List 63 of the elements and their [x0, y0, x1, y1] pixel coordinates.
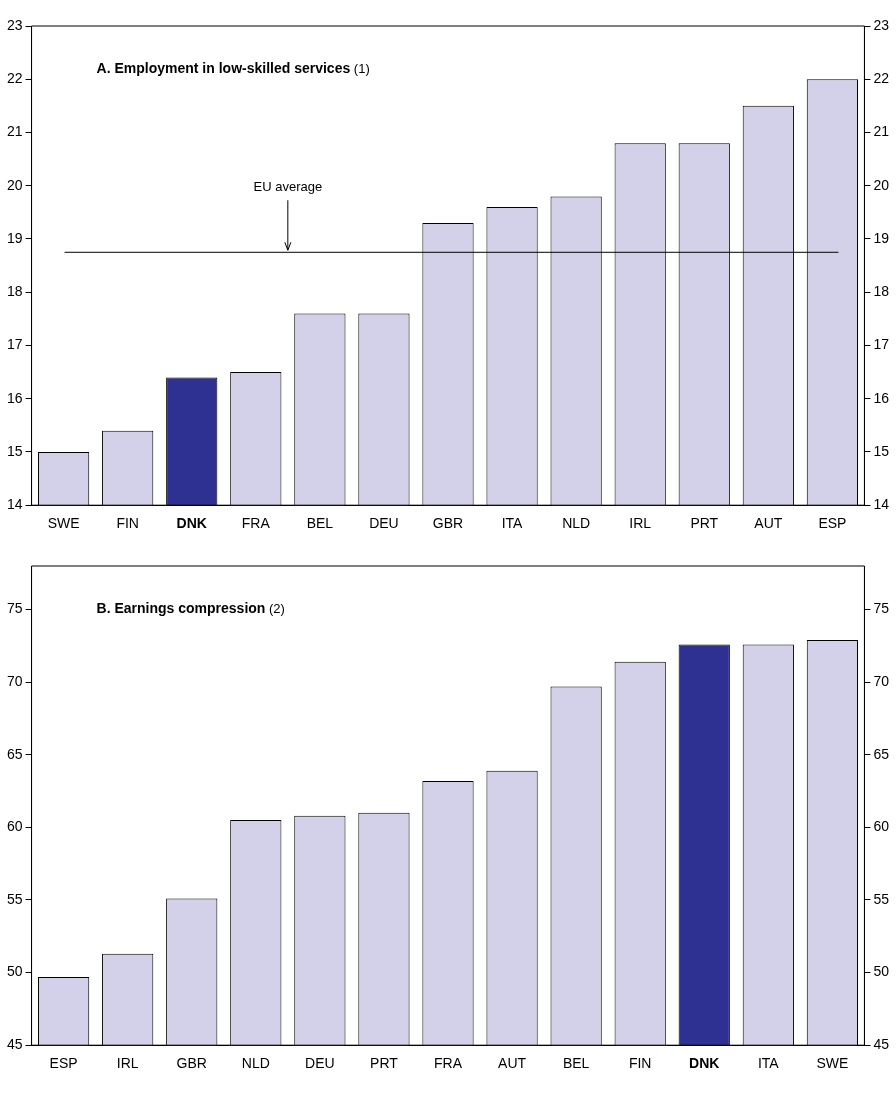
x-tick-label: GBR — [432, 515, 464, 532]
x-tick-label: ITA — [501, 515, 524, 532]
x-tick-label: FIN — [116, 515, 139, 532]
y2-tick-label: 14 — [873, 496, 890, 513]
y-tick-label: 15 — [6, 442, 23, 459]
y-tick-label: 20 — [6, 176, 23, 193]
y2-tick-label: 55 — [873, 890, 890, 907]
x-tick-label: BEL — [306, 515, 334, 532]
x-tick-label: PRT — [370, 1055, 399, 1072]
x-tick-label: NLD — [241, 1055, 270, 1072]
y2-tick-label: 60 — [873, 818, 890, 835]
x-tick-label: DNK — [176, 515, 207, 532]
y-tick-label: 75 — [6, 600, 23, 617]
x-tick-label: ITA — [757, 1055, 780, 1072]
y2-tick-label: 16 — [873, 389, 890, 406]
ref-line-label: EU average — [253, 178, 323, 194]
y2-tick-label: 75 — [873, 600, 890, 617]
y-tick-label: 60 — [6, 818, 23, 835]
y-tick-label: 14 — [6, 496, 23, 513]
x-tick-label: DNK — [689, 1055, 720, 1072]
y-tick-label: 18 — [6, 283, 23, 300]
y-tick-label: 65 — [6, 745, 23, 762]
x-tick-label: PRT — [690, 515, 719, 532]
y-tick-label: 19 — [6, 229, 23, 246]
x-tick-label: SWE — [47, 515, 80, 532]
y-tick-label: 23 — [6, 16, 23, 33]
y-tick-label: 21 — [6, 123, 23, 140]
y2-tick-label: 23 — [873, 16, 890, 33]
x-tick-label: NLD — [562, 515, 591, 532]
x-tick-label: GBR — [176, 1055, 207, 1072]
x-tick-label: IRL — [629, 515, 652, 532]
x-tick-label: AUT — [498, 1055, 527, 1072]
y-tick-label: 55 — [6, 890, 23, 907]
y2-tick-label: 65 — [873, 745, 890, 762]
y2-tick-label: 20 — [873, 176, 890, 193]
y-tick-label: 70 — [6, 673, 23, 690]
x-tick-label: DEU — [369, 515, 399, 532]
y-tick-label: 50 — [6, 963, 23, 980]
y2-tick-label: 21 — [873, 123, 890, 140]
x-tick-label: SWE — [816, 1055, 849, 1072]
y2-tick-label: 50 — [873, 963, 890, 980]
x-tick-label: FRA — [241, 515, 271, 532]
y2-tick-label: 70 — [873, 673, 890, 690]
x-tick-label: AUT — [754, 515, 783, 532]
x-tick-label: FIN — [628, 1055, 652, 1072]
y-tick-label: 22 — [6, 70, 23, 87]
text: A. Employment in low-skilled services (1) — [96, 59, 370, 76]
y2-tick-label: 15 — [873, 442, 890, 459]
y2-tick-label: 45 — [873, 1036, 890, 1053]
y2-tick-label: 19 — [873, 229, 890, 246]
x-tick-label: BEL — [562, 1055, 590, 1072]
y-tick-label: 45 — [6, 1036, 23, 1053]
y-tick-label: 17 — [6, 336, 23, 353]
x-tick-label: FRA — [434, 1055, 463, 1072]
y2-tick-label: 18 — [873, 283, 890, 300]
y-tick-label: 16 — [6, 389, 23, 406]
y2-tick-label: 17 — [873, 336, 890, 353]
x-tick-label: ESP — [49, 1055, 78, 1072]
text: B. Earnings compression (2) — [96, 599, 285, 616]
x-tick-label: IRL — [116, 1055, 139, 1072]
x-tick-label: ESP — [818, 515, 847, 532]
x-tick-label: DEU — [305, 1055, 335, 1072]
y2-tick-label: 22 — [873, 70, 890, 87]
